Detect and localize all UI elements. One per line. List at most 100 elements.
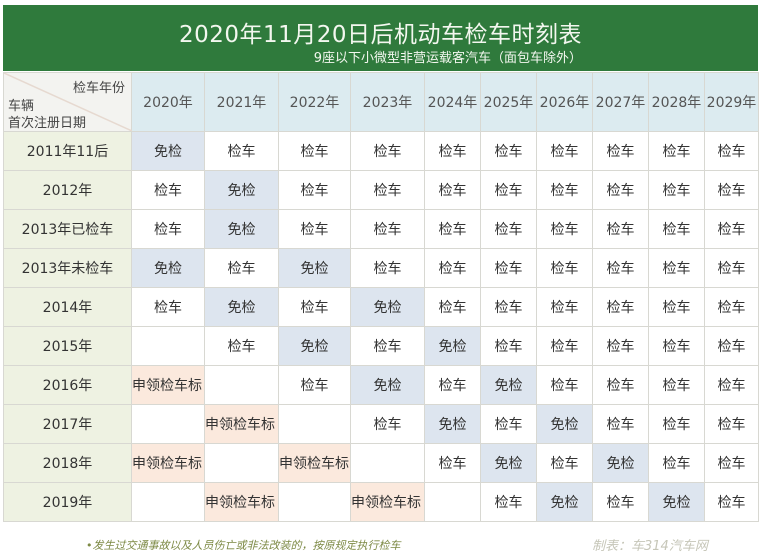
- cell-value: 申领检车标: [205, 417, 275, 433]
- inspect-cell: 检车: [350, 209, 425, 249]
- cell-value: 检车: [662, 417, 691, 433]
- inspect-cell: 检车: [592, 170, 649, 210]
- cell-value: 检车: [494, 417, 523, 433]
- exempt-cell: 免检: [592, 443, 649, 483]
- corner-label-inspection-year: 检车年份: [72, 81, 125, 96]
- cell-value: 检车: [373, 222, 402, 238]
- inspect-cell: 检车: [350, 326, 425, 366]
- inspect-cell: 检车: [424, 287, 481, 327]
- empty-cell: [278, 404, 351, 444]
- apply-sticker-cell: 申领检车标: [204, 482, 279, 522]
- row-header: 2017年: [3, 404, 132, 444]
- cell-value: 检车: [227, 261, 256, 277]
- cell-value: 免检: [550, 495, 579, 511]
- table-row: 2011年11后 免检 检车 检车 检车 检车 检车 检车 检车 检车 检车: [3, 131, 759, 171]
- inspect-cell: 检车: [424, 443, 481, 483]
- inspect-cell: 检车: [648, 131, 705, 171]
- exempt-cell: 免检: [424, 404, 481, 444]
- row-header: 2013年已检车: [3, 209, 132, 249]
- column-header: 2026年: [536, 72, 593, 132]
- inspect-cell: 检车: [592, 482, 649, 522]
- row-header: 2011年11后: [3, 131, 132, 171]
- cell-value: 检车: [494, 144, 523, 160]
- cell-value: 免检: [438, 339, 467, 355]
- row-header: 2014年: [3, 287, 132, 327]
- exempt-cell: 免检: [278, 326, 351, 366]
- cell-value: 检车: [300, 144, 329, 160]
- cell-value: 检车: [550, 339, 579, 355]
- row-header: 2012年: [3, 170, 132, 210]
- inspection-schedule-table: 检车年份 车辆 首次注册日期 2020年 2021年 2022年 2023年 2…: [3, 72, 759, 522]
- corner-label-vehicle: 车辆: [8, 99, 35, 114]
- exempt-cell: 免检: [424, 326, 481, 366]
- inspect-cell: 检车: [350, 170, 425, 210]
- inspect-cell: 检车: [704, 443, 759, 483]
- inspect-cell: 检车: [278, 365, 351, 405]
- cell-value: 检车: [717, 222, 746, 238]
- cell-value: 检车: [154, 183, 182, 199]
- cell-value: 检车: [662, 300, 691, 316]
- cell-value: 检车: [494, 339, 523, 355]
- inspect-cell: 检车: [704, 482, 759, 522]
- credit: 制表：车314汽车网: [592, 539, 708, 554]
- table-row: 2012年 检车 免检 检车 检车 检车 检车 检车 检车 检车 检车: [3, 170, 759, 210]
- cell-value: 检车: [550, 456, 579, 472]
- corner-header-cell: 检车年份 车辆 首次注册日期: [3, 72, 132, 132]
- exempt-cell: 免检: [204, 287, 279, 327]
- cell-value: 检车: [438, 144, 467, 160]
- title-banner: 2020年11月20日后机动车检车时刻表 9座以下小微型非营运载客汽车（面包车除…: [3, 5, 758, 71]
- footnote: •发生过交通事故以及人员伤亡或非法改装的，按原规定执行检车: [86, 539, 401, 552]
- inspect-cell: 检车: [648, 365, 705, 405]
- inspect-cell: 检车: [704, 404, 759, 444]
- inspect-cell: 检车: [424, 170, 481, 210]
- cell-value: 免检: [373, 378, 402, 394]
- inspect-cell: 检车: [480, 248, 537, 288]
- row-header: 2015年: [3, 326, 132, 366]
- table-row: 2015年 检车 免检 检车 免检 检车 检车 检车 检车 检车: [3, 326, 759, 366]
- cell-value: 检车: [606, 183, 635, 199]
- cell-value: 检车: [373, 417, 402, 433]
- cell-value: 检车: [438, 261, 467, 277]
- inspect-cell: 检车: [350, 404, 425, 444]
- cell-value: 检车: [494, 495, 523, 511]
- cell-value: 检车: [227, 144, 256, 160]
- exempt-cell: 免检: [278, 248, 351, 288]
- inspect-cell: 检车: [648, 287, 705, 327]
- cell-value: 免检: [227, 183, 256, 199]
- exempt-cell: 免检: [536, 404, 593, 444]
- column-header: 2022年: [278, 72, 351, 132]
- column-header: 2029年: [704, 72, 759, 132]
- exempt-cell: 免检: [480, 365, 537, 405]
- column-header: 2024年: [424, 72, 481, 132]
- inspect-cell: 检车: [592, 365, 649, 405]
- cell-value: 检车: [438, 378, 467, 394]
- exempt-cell: 免检: [480, 443, 537, 483]
- table-row: 2013年已检车 检车 免检 检车 检车 检车 检车 检车 检车 检车 检车: [3, 209, 759, 249]
- inspect-cell: 检车: [648, 443, 705, 483]
- table-row: 2013年未检车 免检 检车 免检 检车 检车 检车 检车 检车 检车 检车: [3, 248, 759, 288]
- column-header: 2023年: [350, 72, 425, 132]
- cell-value: 申领检车标: [132, 456, 202, 472]
- inspect-cell: 检车: [592, 248, 649, 288]
- empty-cell: [424, 482, 481, 522]
- inspect-cell: 检车: [131, 170, 205, 210]
- cell-value: 检车: [550, 183, 579, 199]
- exempt-cell: 免检: [204, 170, 279, 210]
- cell-value: 检车: [662, 456, 691, 472]
- column-header: 2020年: [131, 72, 205, 132]
- cell-value: 检车: [494, 300, 523, 316]
- inspect-cell: 检车: [278, 170, 351, 210]
- cell-value: 申领检车标: [132, 378, 202, 394]
- cell-value: 免检: [662, 495, 691, 511]
- inspect-cell: 检车: [480, 404, 537, 444]
- cell-value: 检车: [154, 300, 182, 316]
- cell-value: 检车: [662, 378, 691, 394]
- empty-cell: [278, 482, 351, 522]
- cell-value: 检车: [300, 222, 329, 238]
- empty-cell: [204, 365, 279, 405]
- inspect-cell: 检车: [278, 209, 351, 249]
- inspect-cell: 检车: [704, 209, 759, 249]
- inspect-cell: 检车: [204, 131, 279, 171]
- column-header: 2021年: [204, 72, 279, 132]
- cell-value: 检车: [717, 339, 746, 355]
